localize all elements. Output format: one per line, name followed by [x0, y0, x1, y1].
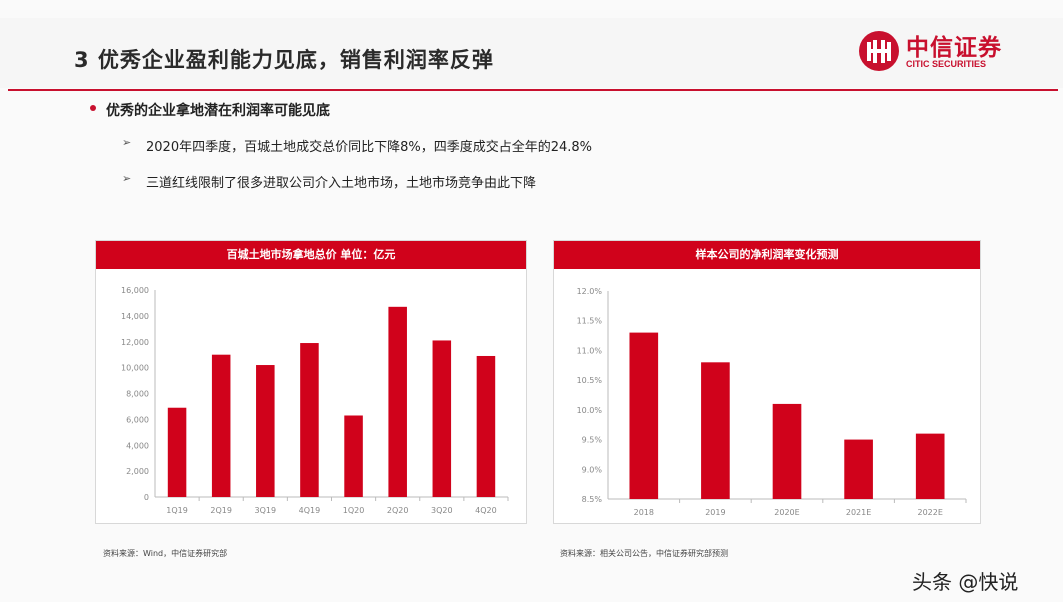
y-tick-label: 11.5% [577, 317, 603, 326]
x-tick-label: 3Q20 [431, 506, 453, 515]
y-tick-label: 0 [144, 493, 149, 502]
y-tick-label: 16,000 [121, 286, 149, 295]
sub-bullet-text: 2020年四季度，百城土地成交总价同比下降8%，四季度成交占全年的24.8% [146, 140, 593, 155]
bar [844, 439, 873, 499]
y-tick-label: 10.5% [577, 376, 603, 385]
main-bullet: 优秀的企业拿地潜在利润率可能见底 [90, 100, 330, 120]
y-tick-label: 6,000 [126, 415, 149, 424]
bar [476, 355, 496, 497]
x-tick-label: 1Q20 [343, 506, 365, 515]
x-tick-label: 4Q20 [475, 506, 497, 515]
bar [432, 340, 452, 497]
chart-source: 资料来源：相关公司公告，中信证券研究部预测 [560, 549, 728, 558]
watermark: 头条 @快说 [912, 570, 1019, 594]
chart-panel-net-margin: 样本公司的净利润率变化预测 8.5% 9.0% 9.5% 10.0% 10.5% 11.0… [553, 240, 981, 524]
sub-bullet-text: 三道红线限制了很多进取公司介入土地市场，土地市场竞争由此下降 [146, 176, 537, 191]
sub-bullet-1: ➢ 2020年四季度，百城土地成交总价同比下降8%，四季度成交占全年的24.8% [122, 136, 593, 155]
x-tick-label: 2021E [846, 508, 871, 517]
bullet-dot-icon [90, 105, 96, 111]
x-tick-label: 2020E [774, 508, 799, 517]
y-tick-label: 9.5% [582, 436, 603, 445]
arrow-icon: ➢ [122, 136, 132, 149]
bar [388, 306, 407, 497]
bar [701, 362, 730, 499]
logo-text-cn: 中信证券 [906, 35, 1002, 61]
y-tick-label: 8.5% [582, 495, 603, 504]
y-tick-label: 9.0% [582, 465, 603, 474]
net-margin-chart: 8.5% 9.0% 9.5% 10.0% 10.5% 11.0% 11.5% 12.0% 201… [577, 287, 967, 517]
chart-title: 百城土地市场拿地总价 单位：亿元 [96, 241, 526, 269]
x-tick-label: 2Q20 [387, 506, 409, 515]
x-tick-label: 2Q19 [210, 506, 232, 515]
y-tick-label: 12,000 [121, 338, 149, 347]
logo-text-en: CITIC SECURITIES [906, 59, 987, 69]
land-price-chart: 0 2,000 4,000 6,000 8,000 10,000 12,000 14,000 1… [121, 286, 509, 515]
bar [772, 403, 802, 499]
y-tick-label: 8,000 [126, 390, 149, 399]
bar [629, 332, 659, 499]
logo: 中信证券 CITIC SECURITIES [858, 28, 1048, 74]
y-tick-label: 11.0% [577, 346, 603, 355]
citic-logo-icon [859, 31, 899, 71]
x-tick-label: 2022E [917, 508, 942, 517]
chart-source: 资料来源：Wind，中信证券研究部 [103, 549, 228, 558]
chart-panel-land-price: 百城土地市场拿地总价 单位：亿元 0 2,000 4,000 6,000 8,000 10… [95, 240, 527, 524]
bar [300, 343, 319, 497]
bar [211, 354, 231, 497]
y-tick-label: 2,000 [126, 467, 149, 476]
bar [167, 407, 187, 497]
x-tick-label: 2018 [634, 508, 654, 517]
x-tick-label: 3Q19 [255, 506, 277, 515]
bar [256, 365, 275, 497]
y-tick-label: 12.0% [577, 287, 603, 296]
y-tick-label: 10.0% [577, 406, 603, 415]
x-tick-label: 1Q19 [166, 506, 188, 515]
main-bullet-text: 优秀的企业拿地潜在利润率可能见底 [106, 103, 330, 119]
x-tick-label: 2019 [705, 508, 725, 517]
chart-title: 样本公司的净利润率变化预测 [554, 241, 980, 269]
x-tick-label: 4Q19 [299, 506, 321, 515]
sub-bullet-2: ➢ 三道红线限制了很多进取公司介入土地市场，土地市场竞争由此下降 [122, 172, 537, 191]
bar [344, 415, 363, 497]
header-divider [8, 89, 1058, 91]
y-tick-label: 4,000 [126, 441, 149, 450]
bar [915, 433, 945, 499]
y-tick-label: 14,000 [121, 312, 149, 321]
arrow-icon: ➢ [122, 172, 132, 185]
y-tick-label: 10,000 [121, 364, 149, 373]
page-title: 3 优秀企业盈利能力见底，销售利润率反弹 [74, 48, 494, 72]
